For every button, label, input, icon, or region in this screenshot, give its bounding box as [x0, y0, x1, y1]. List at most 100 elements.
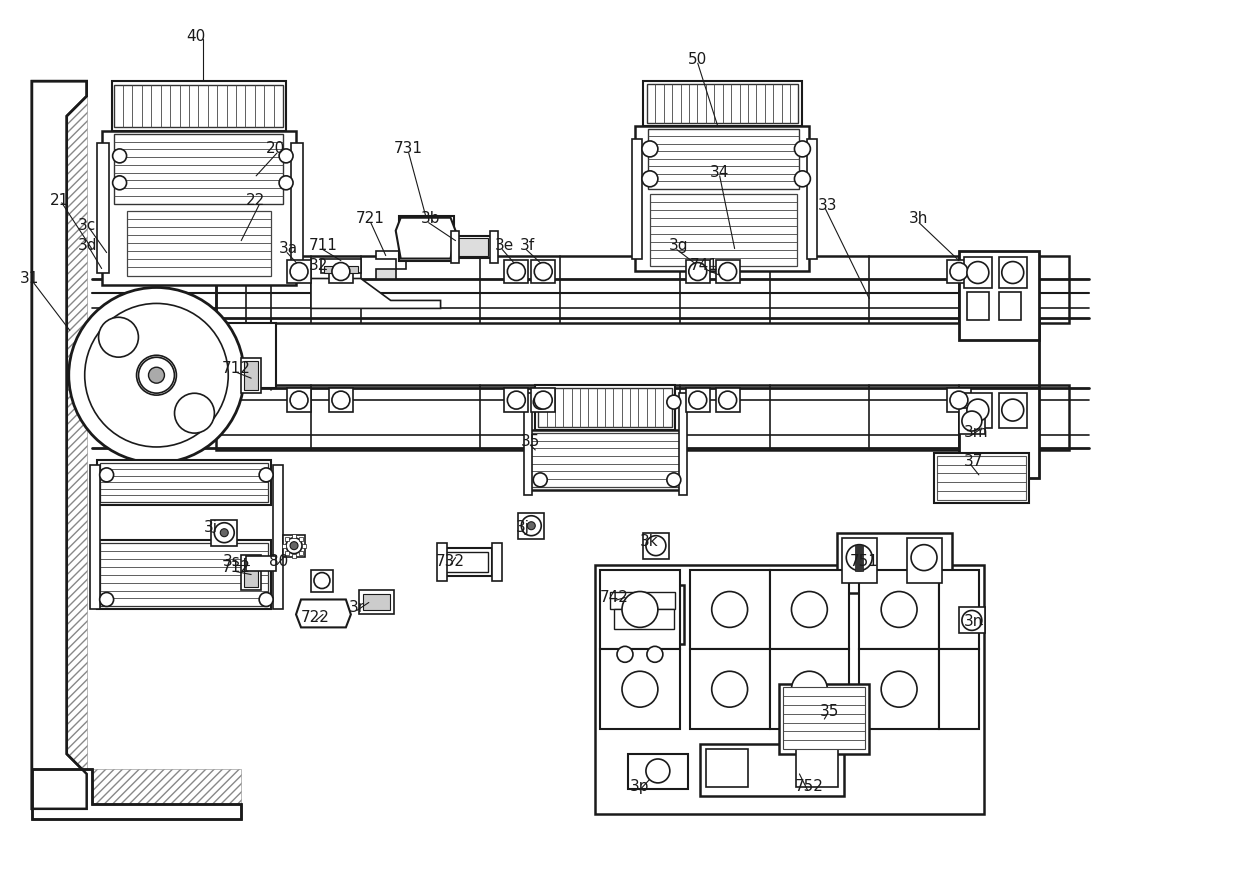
- Bar: [859, 570, 939, 649]
- Bar: [967, 293, 988, 321]
- Bar: [211, 520, 237, 545]
- Circle shape: [1002, 399, 1024, 421]
- Circle shape: [688, 262, 707, 281]
- Bar: [126, 211, 272, 275]
- Circle shape: [113, 176, 126, 190]
- Bar: [998, 257, 1027, 288]
- Circle shape: [791, 592, 827, 628]
- Circle shape: [507, 262, 526, 281]
- Bar: [784, 687, 866, 749]
- Bar: [324, 266, 358, 273]
- Bar: [947, 260, 971, 283]
- Bar: [454, 236, 491, 258]
- Bar: [285, 537, 289, 541]
- Bar: [288, 388, 311, 412]
- Circle shape: [139, 357, 175, 393]
- Text: 712: 712: [221, 560, 250, 575]
- Bar: [642, 532, 668, 558]
- Polygon shape: [32, 81, 87, 808]
- Circle shape: [712, 671, 748, 707]
- Circle shape: [314, 572, 330, 588]
- Circle shape: [136, 355, 176, 395]
- Circle shape: [646, 536, 666, 556]
- Circle shape: [622, 592, 658, 628]
- Circle shape: [259, 468, 273, 482]
- Circle shape: [259, 593, 273, 607]
- Text: 3f: 3f: [520, 238, 534, 253]
- Circle shape: [719, 392, 737, 409]
- Polygon shape: [296, 600, 351, 628]
- Bar: [963, 393, 992, 428]
- Bar: [32, 81, 87, 808]
- Bar: [610, 592, 675, 609]
- Text: 3i: 3i: [203, 520, 217, 535]
- Circle shape: [618, 647, 632, 662]
- Circle shape: [642, 170, 658, 187]
- Circle shape: [175, 393, 215, 434]
- Polygon shape: [376, 268, 396, 279]
- Polygon shape: [376, 251, 405, 268]
- Bar: [939, 649, 978, 729]
- Bar: [291, 143, 303, 273]
- Text: 3b: 3b: [420, 212, 440, 226]
- Bar: [686, 260, 709, 283]
- Bar: [283, 535, 305, 557]
- Circle shape: [967, 399, 988, 421]
- Bar: [859, 649, 939, 729]
- Circle shape: [688, 392, 707, 409]
- Bar: [649, 129, 800, 189]
- Bar: [635, 126, 810, 271]
- Bar: [102, 131, 296, 286]
- Circle shape: [290, 392, 308, 409]
- Bar: [363, 593, 389, 610]
- Bar: [244, 558, 258, 586]
- Circle shape: [279, 176, 293, 190]
- Bar: [247, 556, 277, 571]
- Bar: [436, 543, 446, 580]
- Bar: [97, 143, 109, 273]
- Bar: [627, 754, 688, 789]
- Bar: [518, 513, 544, 538]
- Circle shape: [950, 262, 968, 281]
- Circle shape: [99, 593, 114, 607]
- Circle shape: [719, 262, 737, 281]
- Polygon shape: [32, 769, 242, 819]
- Text: 3e: 3e: [495, 238, 513, 253]
- Circle shape: [882, 592, 918, 628]
- Circle shape: [527, 522, 536, 530]
- Text: 752: 752: [795, 780, 823, 794]
- Circle shape: [534, 262, 552, 281]
- Bar: [715, 388, 739, 412]
- Text: 50: 50: [688, 52, 707, 66]
- Bar: [311, 570, 332, 592]
- Bar: [216, 323, 277, 388]
- Text: 751: 751: [849, 554, 878, 569]
- Circle shape: [911, 545, 937, 571]
- Bar: [959, 408, 985, 434]
- Bar: [614, 609, 673, 629]
- Circle shape: [667, 473, 681, 487]
- Text: 3m: 3m: [963, 425, 988, 440]
- Bar: [99, 543, 268, 607]
- Bar: [538, 388, 672, 427]
- Bar: [303, 544, 306, 548]
- Bar: [89, 465, 99, 609]
- Bar: [699, 744, 844, 796]
- Bar: [99, 463, 268, 502]
- Circle shape: [533, 473, 547, 487]
- Bar: [998, 293, 1021, 321]
- Bar: [650, 194, 797, 266]
- Circle shape: [290, 542, 298, 550]
- Bar: [939, 570, 978, 649]
- Bar: [321, 259, 361, 273]
- Bar: [998, 393, 1027, 428]
- Bar: [595, 565, 983, 814]
- Bar: [490, 231, 498, 262]
- Circle shape: [533, 395, 547, 409]
- Bar: [908, 538, 942, 583]
- Bar: [678, 393, 687, 495]
- Bar: [642, 81, 802, 126]
- Text: 3h: 3h: [909, 212, 929, 226]
- Text: 741: 741: [689, 258, 719, 273]
- Text: 80: 80: [269, 554, 289, 569]
